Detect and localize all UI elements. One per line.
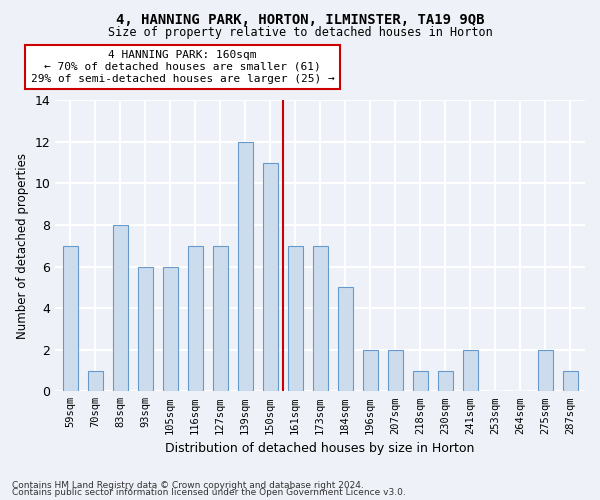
- Text: Contains public sector information licensed under the Open Government Licence v3: Contains public sector information licen…: [12, 488, 406, 497]
- Bar: [212, 246, 227, 392]
- Bar: [338, 288, 353, 392]
- Bar: [238, 142, 253, 392]
- Text: Contains HM Land Registry data © Crown copyright and database right 2024.: Contains HM Land Registry data © Crown c…: [12, 480, 364, 490]
- Y-axis label: Number of detached properties: Number of detached properties: [16, 153, 29, 339]
- Bar: [188, 246, 203, 392]
- Bar: [313, 246, 328, 392]
- Bar: [263, 162, 278, 392]
- Text: 4, HANNING PARK, HORTON, ILMINSTER, TA19 9QB: 4, HANNING PARK, HORTON, ILMINSTER, TA19…: [116, 12, 484, 26]
- Bar: [113, 225, 128, 392]
- Bar: [62, 246, 77, 392]
- Text: Size of property relative to detached houses in Horton: Size of property relative to detached ho…: [107, 26, 493, 39]
- Bar: [137, 266, 152, 392]
- Bar: [538, 350, 553, 392]
- Text: 4 HANNING PARK: 160sqm
← 70% of detached houses are smaller (61)
29% of semi-det: 4 HANNING PARK: 160sqm ← 70% of detached…: [31, 50, 334, 84]
- Bar: [163, 266, 178, 392]
- X-axis label: Distribution of detached houses by size in Horton: Distribution of detached houses by size …: [166, 442, 475, 455]
- Bar: [437, 370, 452, 392]
- Bar: [563, 370, 578, 392]
- Bar: [287, 246, 302, 392]
- Bar: [362, 350, 377, 392]
- Bar: [463, 350, 478, 392]
- Bar: [88, 370, 103, 392]
- Bar: [413, 370, 428, 392]
- Bar: [388, 350, 403, 392]
